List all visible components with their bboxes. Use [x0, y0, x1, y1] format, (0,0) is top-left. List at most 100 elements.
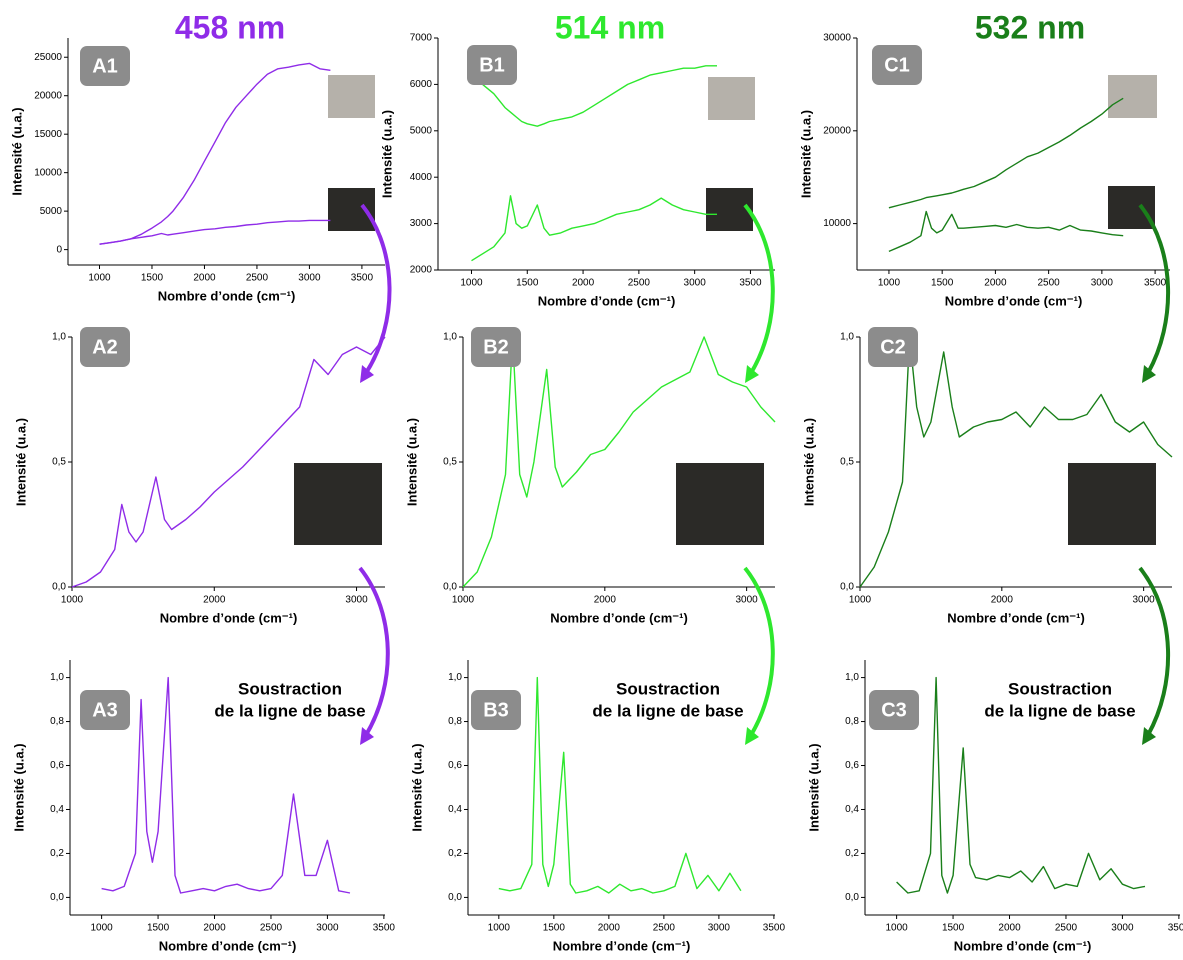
y-axis-label: Intensité (u.a.): [13, 418, 28, 506]
y-axis-label: Intensité (u.a.): [404, 418, 419, 506]
y-tick-label: 0,4: [845, 804, 859, 815]
x-axis-label: Nombre d’onde (cm⁻¹): [158, 288, 296, 303]
panel-label: C3: [881, 699, 907, 721]
x-tick-label: 1000: [885, 923, 908, 934]
y-tick-label: 1,0: [840, 332, 854, 343]
panel-label: B2: [483, 336, 509, 358]
spectrum-line: [859, 336, 1173, 588]
y-axis-label: Intensité (u.a.): [379, 110, 394, 198]
y-tick-label: 0,6: [845, 760, 859, 771]
y-axis-label: Intensité (u.a.): [11, 743, 26, 831]
y-tick-label: 0,5: [840, 457, 854, 468]
x-tick-label: 2000: [984, 278, 1007, 289]
spectrum-line: [888, 210, 1124, 253]
x-tick-label: 3500: [1168, 923, 1183, 934]
sample-image: [294, 463, 382, 545]
y-tick-label: 15000: [34, 129, 62, 140]
y-tick-label: 0,6: [50, 760, 64, 771]
x-tick-label: 1000: [878, 278, 901, 289]
x-tick-label: 3500: [763, 923, 786, 934]
spectrum-line: [471, 195, 717, 262]
sample-image: [328, 188, 375, 231]
x-tick-label: 2000: [594, 595, 617, 606]
x-tick-label: 3500: [351, 273, 374, 284]
x-tick-label: 2500: [653, 923, 676, 934]
x-tick-label: 3500: [1144, 278, 1167, 289]
sample-image: [1108, 75, 1157, 118]
panel-label: A2: [92, 336, 118, 358]
x-tick-label: 3000: [684, 278, 707, 289]
arrow: [360, 203, 392, 375]
arrow-head: [360, 365, 374, 383]
x-tick-label: 1500: [141, 273, 164, 284]
arrow: [1138, 203, 1170, 374]
x-tick-label: 3000: [345, 595, 368, 606]
x-tick-label: 1500: [516, 278, 539, 289]
x-tick-label: 2500: [246, 273, 269, 284]
x-axis-label: Nombre d’onde (cm⁻¹): [538, 293, 676, 308]
x-axis-label: Nombre d’onde (cm⁻¹): [947, 610, 1085, 625]
y-tick-label: 20000: [823, 125, 851, 136]
x-tick-label: 2000: [193, 273, 216, 284]
panel-badge: [471, 690, 521, 730]
annotation: de la ligne de base: [984, 701, 1135, 720]
panel-badge: [868, 327, 918, 367]
y-axis-label: Intensité (u.a.): [9, 107, 24, 195]
y-tick-label: 6000: [410, 79, 433, 90]
y-axis-label: Intensité (u.a.): [806, 743, 821, 831]
x-tick-label: 3500: [373, 923, 396, 934]
annotation: de la ligne de base: [214, 701, 365, 720]
panel-label: C1: [884, 54, 910, 76]
y-tick-label: 0,6: [448, 760, 462, 771]
x-tick-label: 3000: [1133, 595, 1156, 606]
x-tick-label: 3500: [739, 278, 762, 289]
column-title: 458 nm: [175, 9, 285, 45]
x-axis-label: Nombre d’onde (cm⁻¹): [945, 293, 1083, 308]
spectrum-line: [888, 97, 1124, 209]
panel-badge: [80, 690, 130, 730]
y-tick-label: 0,5: [443, 457, 457, 468]
y-tick-label: 2000: [410, 265, 433, 276]
x-axis-label: Nombre d’onde (cm⁻¹): [954, 938, 1092, 953]
y-tick-label: 0,0: [443, 582, 457, 593]
y-tick-label: 1,0: [50, 672, 64, 683]
panel-label: A3: [92, 699, 118, 721]
x-tick-label: 1000: [88, 273, 111, 284]
x-tick-label: 2000: [203, 595, 226, 606]
x-tick-label: 1000: [90, 923, 113, 934]
panel-badge: [872, 45, 922, 85]
y-tick-label: 0,8: [448, 716, 462, 727]
y-tick-label: 3000: [410, 218, 433, 229]
panel-label: B3: [483, 699, 509, 721]
y-tick-label: 0,2: [50, 848, 64, 859]
x-axis-label: Nombre d’onde (cm⁻¹): [160, 610, 298, 625]
y-tick-label: 0,8: [845, 716, 859, 727]
arrow: [358, 566, 390, 737]
x-tick-label: 3000: [1111, 923, 1134, 934]
panel-badge: [467, 45, 517, 85]
x-axis-label: Nombre d’onde (cm⁻¹): [550, 610, 688, 625]
y-tick-label: 0,5: [52, 457, 66, 468]
annotation: de la ligne de base: [592, 701, 743, 720]
y-tick-label: 0,0: [448, 892, 462, 903]
y-tick-label: 25000: [34, 52, 62, 63]
y-tick-label: 0,0: [50, 892, 64, 903]
y-tick-label: 5000: [40, 206, 63, 217]
arrow: [1138, 566, 1170, 736]
x-tick-label: 1500: [543, 923, 566, 934]
x-tick-label: 2000: [991, 595, 1014, 606]
x-tick-label: 3000: [708, 923, 731, 934]
x-tick-label: 2000: [203, 923, 226, 934]
annotation: Soustraction: [1008, 679, 1112, 698]
x-tick-label: 1000: [452, 595, 475, 606]
x-tick-label: 1000: [460, 278, 483, 289]
x-tick-label: 3000: [736, 595, 759, 606]
x-tick-label: 1000: [61, 595, 84, 606]
column-title: 532 nm: [975, 9, 1085, 45]
x-tick-label: 1000: [849, 595, 872, 606]
x-tick-label: 3000: [316, 923, 339, 934]
panel-label: C2: [880, 336, 906, 358]
spectrum-line: [99, 219, 331, 245]
y-axis-label: Intensité (u.a.): [798, 110, 813, 198]
